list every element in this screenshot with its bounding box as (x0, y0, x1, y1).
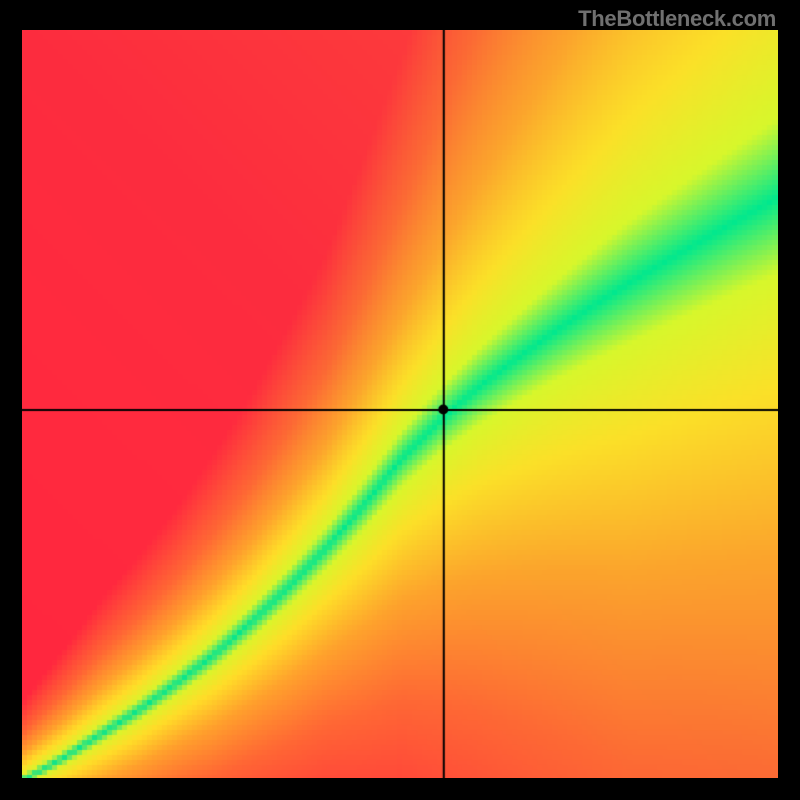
chart-container: { "meta": { "watermark_text": "TheBottle… (0, 0, 800, 800)
heatmap-canvas (22, 30, 778, 778)
watermark-text: TheBottleneck.com (578, 6, 776, 32)
